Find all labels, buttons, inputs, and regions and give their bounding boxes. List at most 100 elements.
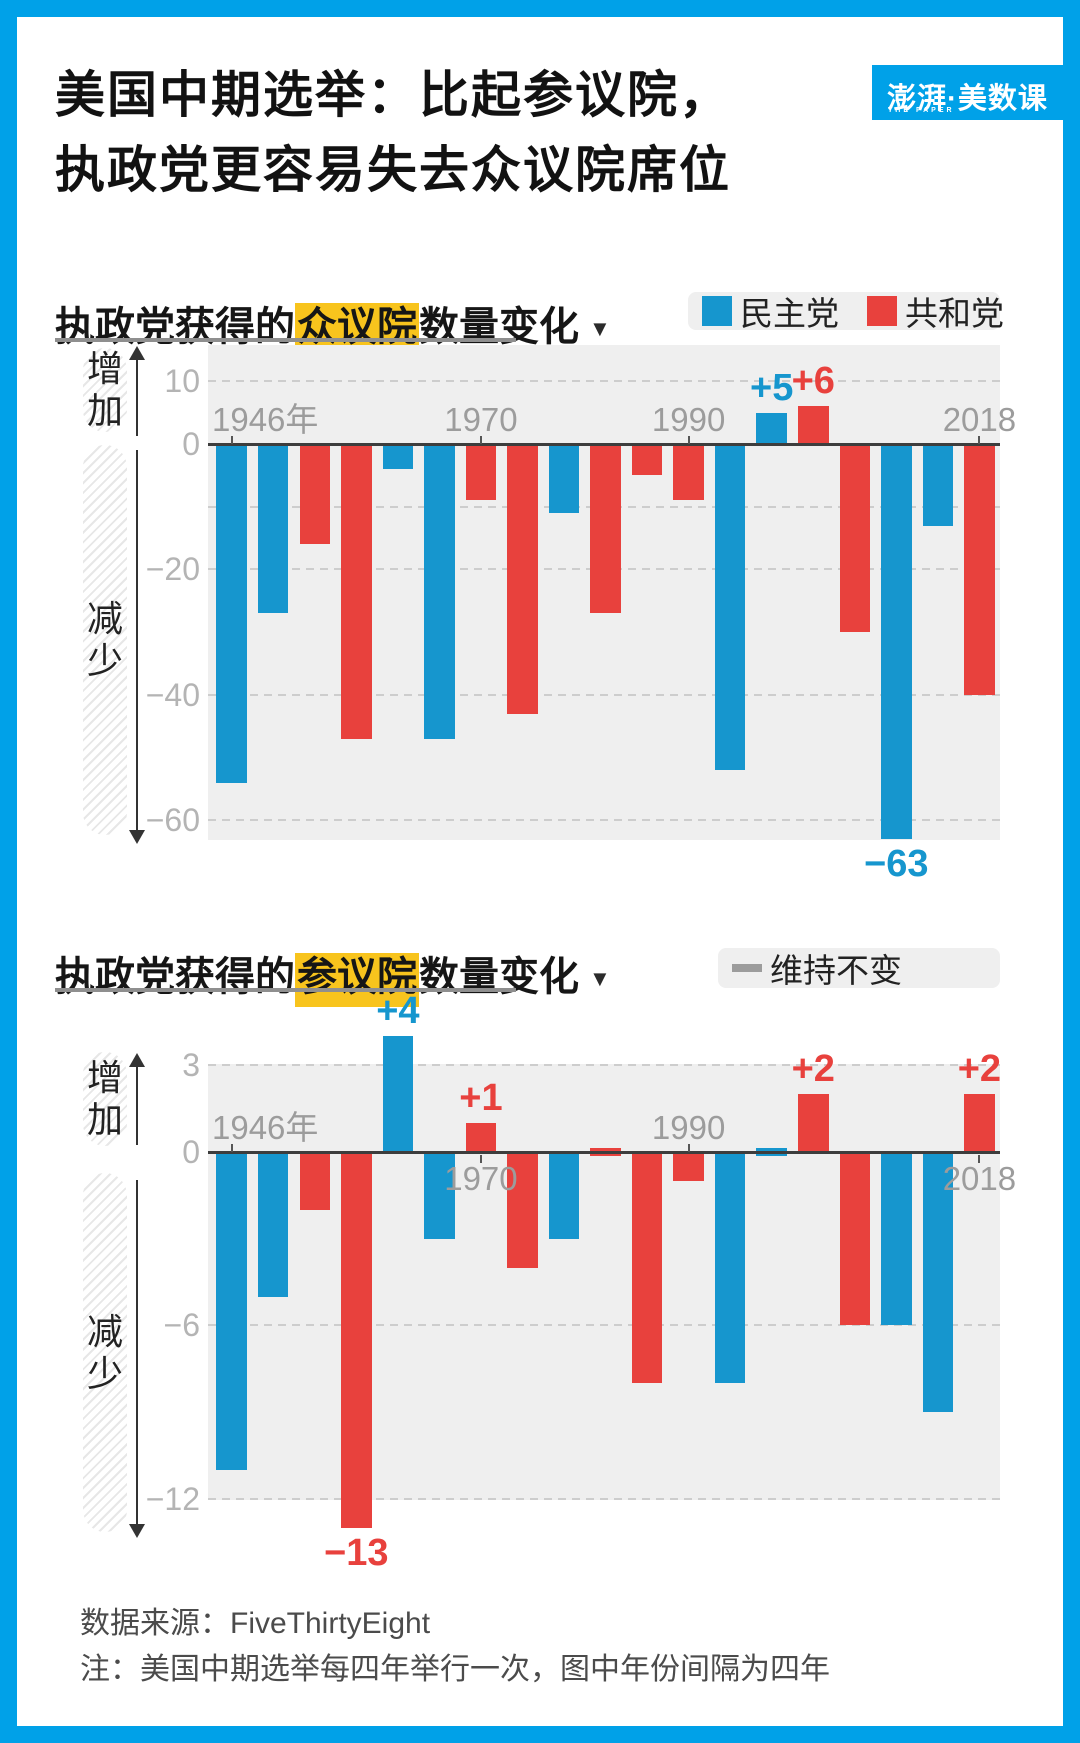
- senate-increase-label: 增加: [86, 1057, 123, 1140]
- up-arrow-icon: [129, 346, 145, 360]
- value-label-1962: +4: [376, 990, 420, 1033]
- unchanged-dash-icon: [732, 964, 762, 972]
- house-chart-title: 执政党获得的众议院数量变化 ▼: [55, 294, 611, 357]
- bar-2014: [922, 1152, 954, 1413]
- bar-1962: [382, 444, 414, 470]
- y-axis-label-3: 3: [182, 1047, 200, 1084]
- bar-1986: [631, 1152, 663, 1384]
- bar-1950: [257, 444, 289, 614]
- page-title-line1: 美国中期选举：比起参议院，: [55, 67, 731, 123]
- senate-decrease-pill: 减少: [83, 1173, 127, 1532]
- democrat-legend-label: 民主党: [740, 295, 839, 332]
- house-increase-label: 增加: [86, 348, 123, 431]
- gridline--60: [208, 819, 1000, 822]
- bar-1962: [382, 1036, 414, 1152]
- house-decrease-label: 减少: [86, 598, 123, 681]
- year-label-1970: 1970: [444, 1160, 518, 1197]
- bar-1966: [424, 444, 455, 739]
- value-label-1958: −13: [324, 1531, 389, 1574]
- frame-border-left: [0, 0, 17, 1743]
- senate-chart-title-underline: [55, 988, 516, 992]
- y-axis-label-0: 0: [182, 426, 200, 462]
- y-axis-label--60: −60: [145, 802, 200, 839]
- bar-1958: [341, 1152, 372, 1528]
- gridline-10: [208, 380, 1000, 383]
- value-label-2002: +6: [791, 360, 835, 403]
- bar-1974: [507, 1152, 538, 1268]
- gridline-3: [208, 1064, 1000, 1067]
- chevron-down-icon: ▼: [589, 316, 611, 341]
- chevron-down-icon: ▼: [589, 966, 611, 991]
- year-label-1946: 1946年: [212, 401, 319, 438]
- house-chart-legend: 民主党 共和党: [688, 292, 1004, 332]
- year-tickmark-1946: [230, 436, 233, 444]
- year-tickmark-1970: [479, 436, 482, 444]
- bar-1978: [548, 444, 580, 513]
- senate-chart-title: 执政党获得的参议院数量变化 ▼: [55, 944, 611, 1007]
- bar-1990: [673, 444, 704, 501]
- bar-2010: [881, 1152, 912, 1326]
- publisher-logo-text: 澎湃·美数课: [887, 83, 1048, 115]
- year-label-1990: 1990: [651, 401, 726, 438]
- bar-2018: [964, 1094, 995, 1152]
- y-axis-label--40: −40: [145, 676, 200, 713]
- year-label-1990: 1990: [651, 1109, 726, 1146]
- value-label-1998: +5: [750, 366, 794, 409]
- down-arrow-line: [136, 450, 138, 830]
- bar-1946: [216, 1152, 247, 1470]
- publisher-logo-subtext: THE PAPER: [888, 107, 955, 114]
- frame-border-top: [0, 0, 1080, 17]
- bar-1998: [756, 412, 787, 444]
- value-label-1970: +1: [459, 1077, 503, 1120]
- gridline--40: [208, 693, 1000, 696]
- zero-axis-line: [208, 443, 1000, 446]
- value-label-2002: +2: [791, 1048, 835, 1091]
- up-arrow-line: [136, 358, 138, 436]
- bar-1958: [341, 444, 372, 739]
- senate-chart-legend: 维持不变: [718, 948, 1000, 989]
- frame-border-bottom: [0, 1726, 1080, 1743]
- year-tickmark-2018: [978, 436, 981, 444]
- bar-1946: [216, 444, 247, 783]
- down-arrow-icon: [129, 1524, 145, 1538]
- bar-2018: [964, 444, 995, 695]
- republican-swatch-icon: [867, 296, 897, 326]
- y-axis-label--12: −12: [145, 1480, 200, 1517]
- y-axis-label--6: −6: [163, 1307, 200, 1344]
- year-tickmark-1970: [479, 1155, 482, 1163]
- publisher-logo: 澎湃·美数课 THE PAPER: [872, 65, 1063, 120]
- y-axis-label-0: 0: [182, 1134, 200, 1170]
- unchanged-legend-label: 维持不变: [770, 952, 902, 989]
- down-arrow-icon: [129, 830, 145, 844]
- house-chart-title-prefix: 执政党获得的: [55, 305, 295, 349]
- house-increase-pill: 增加: [83, 348, 127, 432]
- bar-2010: [881, 444, 912, 839]
- year-tickmark-2018: [978, 1155, 981, 1163]
- down-arrow-line: [136, 1180, 138, 1524]
- bar-1970: [465, 444, 497, 501]
- house-decrease-pill: 减少: [83, 445, 127, 835]
- republican-legend-label: 共和党: [905, 295, 1004, 332]
- year-tickmark-1946: [230, 1144, 233, 1152]
- bar-1950: [257, 1152, 289, 1297]
- bar-1990: [673, 1152, 704, 1181]
- bar-1966: [424, 1152, 455, 1239]
- bar-2006: [839, 1152, 871, 1326]
- bar-1978: [548, 1152, 580, 1239]
- bar-2002: [798, 406, 829, 444]
- y-axis-label-10: 10: [164, 363, 200, 400]
- gridline--6: [208, 1324, 1000, 1327]
- value-label-2010: −63: [864, 843, 929, 885]
- senate-chart-title-prefix: 执政党获得的: [55, 955, 295, 999]
- page-title-line2: 执政党更容易失去众议院席位: [55, 142, 731, 198]
- year-label-2018: 2018: [942, 1160, 1017, 1197]
- frame-border-right: [1063, 0, 1080, 1743]
- bar-1954: [299, 444, 331, 545]
- bar-1994: [714, 444, 746, 771]
- bar-2006: [839, 444, 871, 633]
- gridline--12: [208, 1497, 1000, 1500]
- senate-chart-title-suffix: 数量变化: [419, 955, 579, 999]
- bar-2014: [922, 444, 954, 526]
- bar-2002: [798, 1094, 829, 1152]
